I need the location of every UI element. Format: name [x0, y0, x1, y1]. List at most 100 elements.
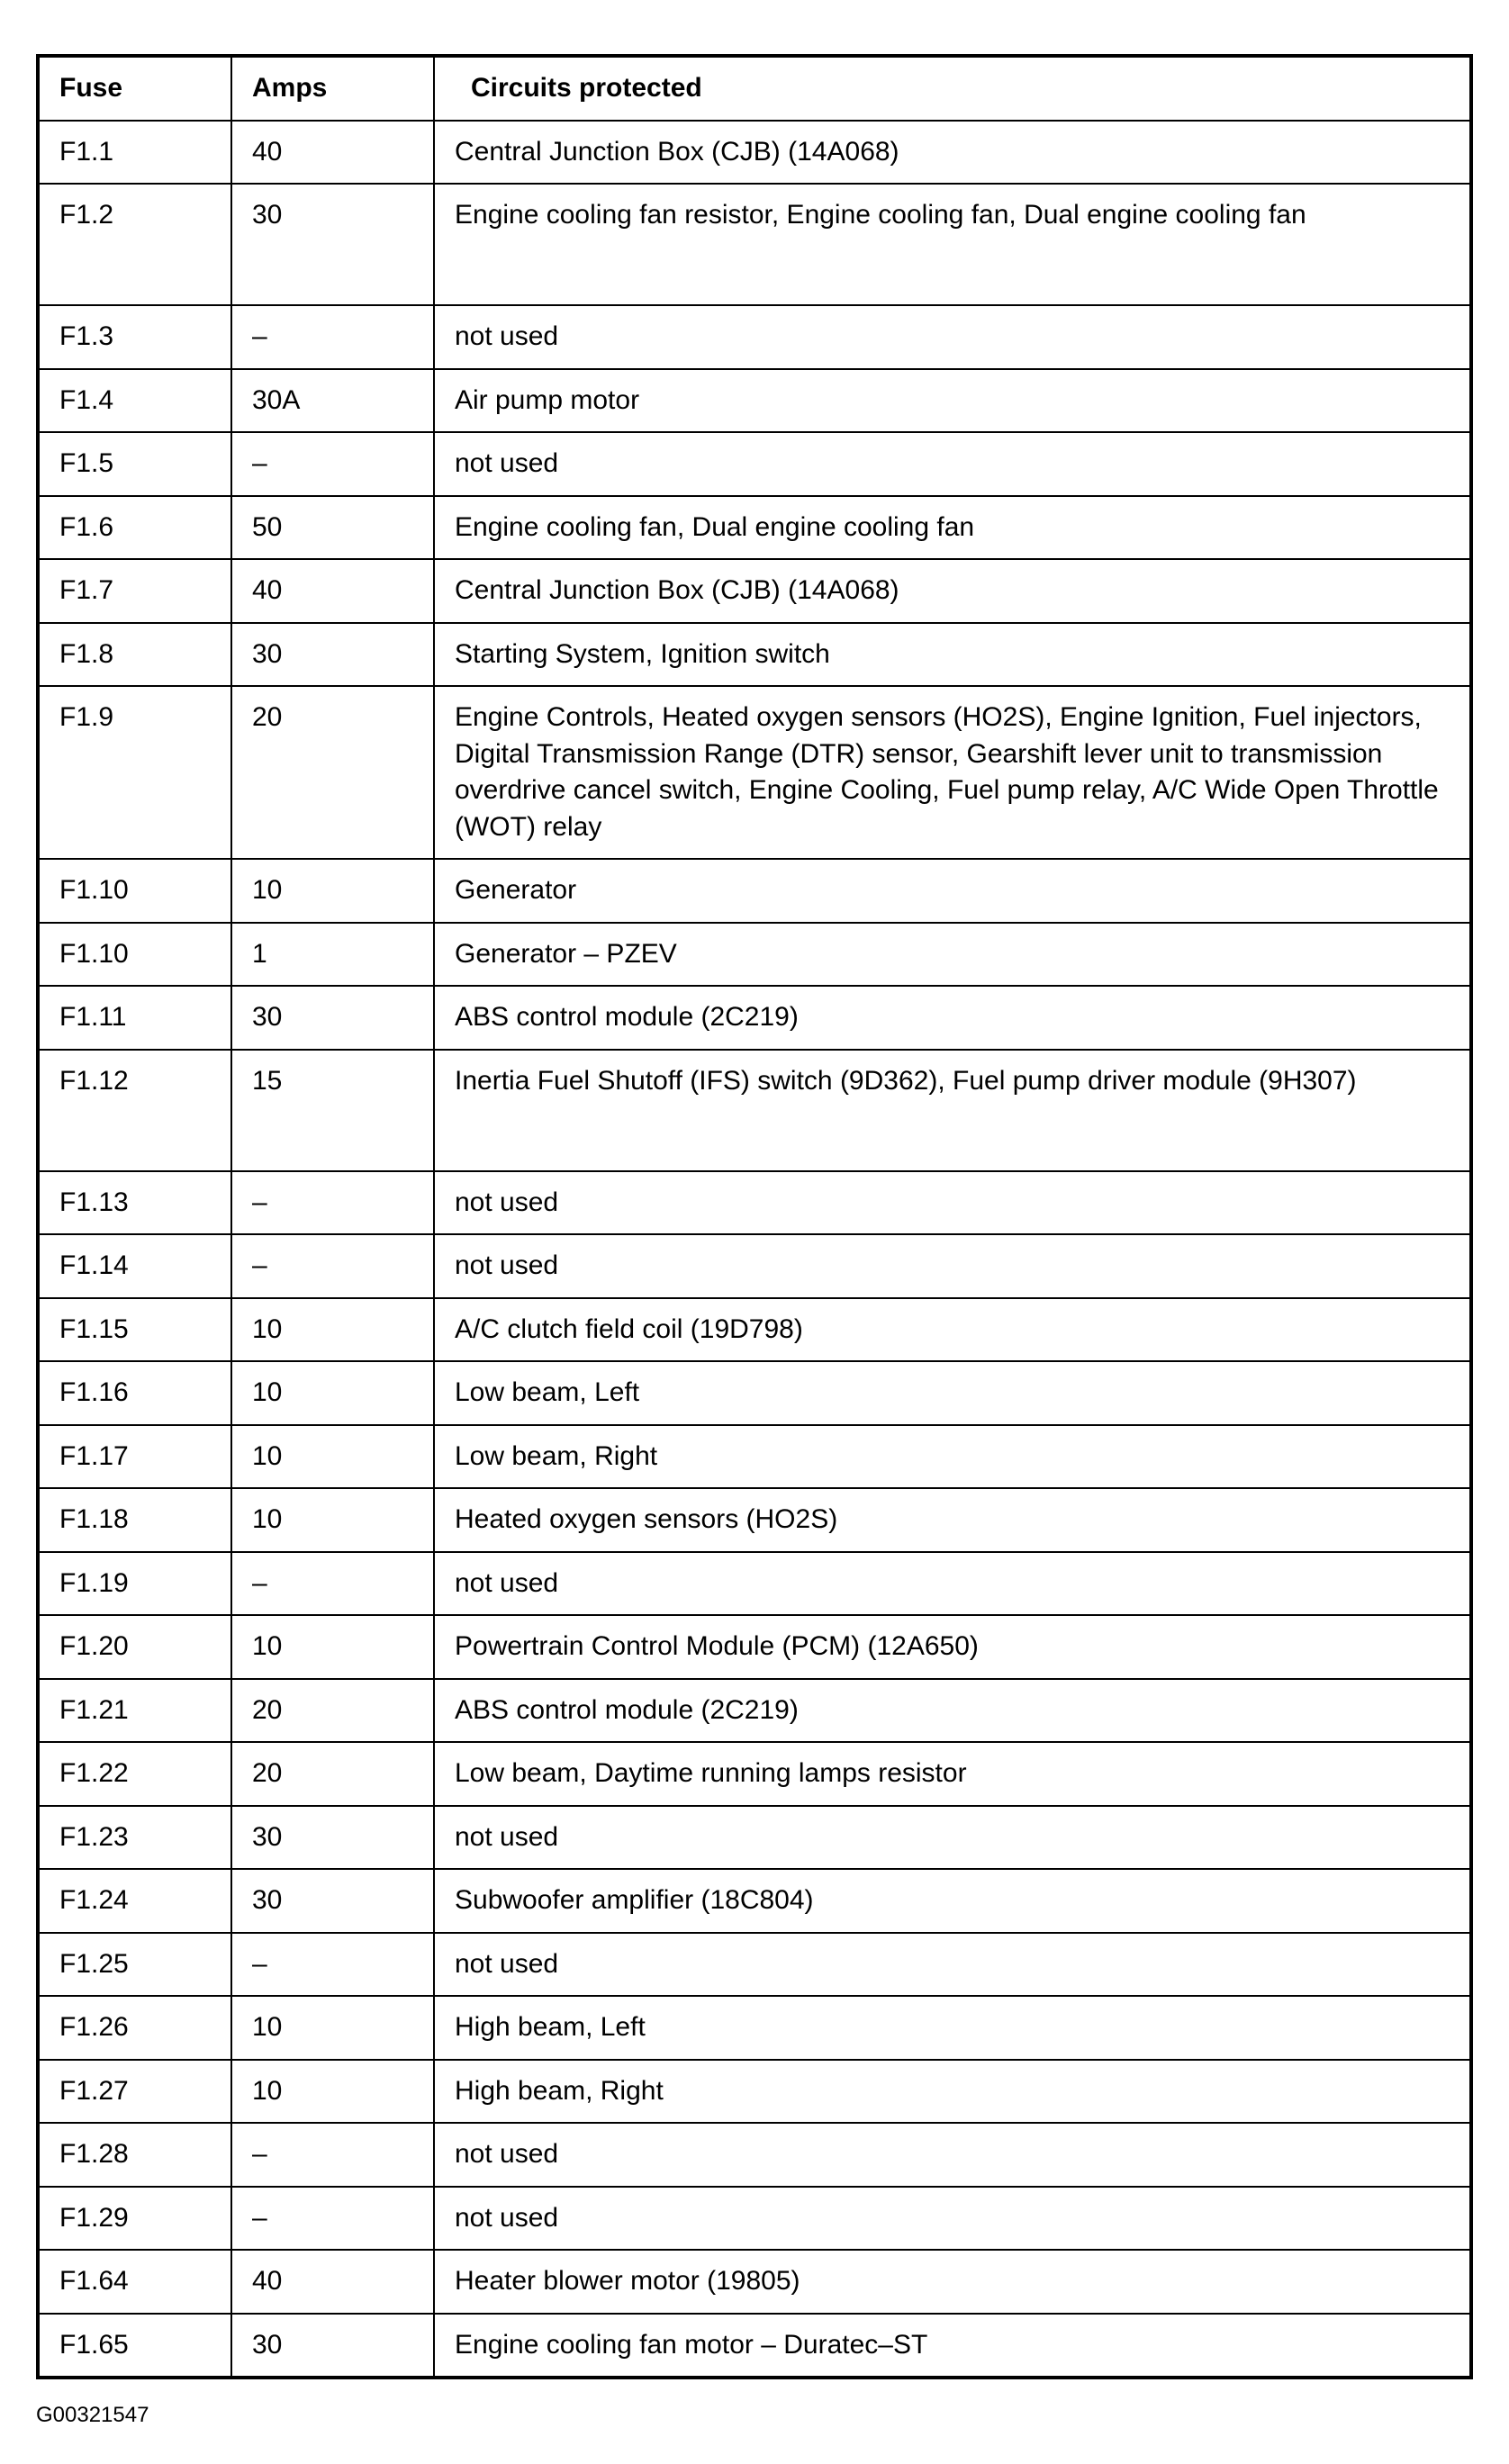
cell-amps: 40 — [231, 2250, 434, 2314]
fuse-table: Fuse Amps Circuits protected F1.140Centr… — [36, 54, 1473, 2379]
table-row: F1.230Engine cooling fan resistor, Engin… — [38, 184, 1471, 305]
cell-fuse: F1.11 — [38, 986, 231, 1050]
cell-fuse: F1.27 — [38, 2060, 231, 2124]
cell-fuse: F1.4 — [38, 369, 231, 433]
table-header-row: Fuse Amps Circuits protected — [38, 56, 1471, 121]
cell-amps: 30A — [231, 369, 434, 433]
cell-fuse: F1.28 — [38, 2123, 231, 2187]
cell-circuits: Starting System, Ignition switch — [434, 623, 1471, 687]
cell-fuse: F1.16 — [38, 1361, 231, 1425]
cell-fuse: F1.17 — [38, 1425, 231, 1489]
header-amps: Amps — [231, 56, 434, 121]
table-row: F1.5–not used — [38, 432, 1471, 496]
cell-circuits: High beam, Right — [434, 2060, 1471, 2124]
table-row: F1.28–not used — [38, 2123, 1471, 2187]
header-fuse: Fuse — [38, 56, 231, 121]
cell-amps: 30 — [231, 986, 434, 1050]
cell-circuits: not used — [434, 1234, 1471, 1298]
table-row: F1.430AAir pump motor — [38, 369, 1471, 433]
table-row: F1.740Central Junction Box (CJB) (14A068… — [38, 559, 1471, 623]
cell-circuits: not used — [434, 305, 1471, 369]
table-row: F1.140Central Junction Box (CJB) (14A068… — [38, 121, 1471, 185]
cell-circuits: Central Junction Box (CJB) (14A068) — [434, 559, 1471, 623]
cell-fuse: F1.20 — [38, 1615, 231, 1679]
cell-amps: 30 — [231, 2314, 434, 2378]
cell-amps: 30 — [231, 184, 434, 305]
cell-circuits: not used — [434, 1171, 1471, 1235]
cell-amps: 40 — [231, 121, 434, 185]
table-row: F1.2610High beam, Left — [38, 1996, 1471, 2060]
cell-fuse: F1.15 — [38, 1298, 231, 1362]
cell-amps: – — [231, 432, 434, 496]
cell-amps: – — [231, 1552, 434, 1616]
table-row: F1.2430Subwoofer amplifier (18C804) — [38, 1869, 1471, 1933]
cell-circuits: Engine cooling fan resistor, Engine cool… — [434, 184, 1471, 305]
table-row: F1.3–not used — [38, 305, 1471, 369]
cell-circuits: Central Junction Box (CJB) (14A068) — [434, 121, 1471, 185]
table-row: F1.2330not used — [38, 1806, 1471, 1870]
cell-amps: 10 — [231, 1488, 434, 1552]
cell-circuits: Low beam, Daytime running lamps resistor — [434, 1742, 1471, 1806]
cell-circuits: Generator — [434, 859, 1471, 923]
cell-circuits: Low beam, Left — [434, 1361, 1471, 1425]
cell-circuits: not used — [434, 432, 1471, 496]
table-row: F1.1710Low beam, Right — [38, 1425, 1471, 1489]
cell-fuse: F1.10 — [38, 859, 231, 923]
cell-circuits: Generator – PZEV — [434, 923, 1471, 987]
cell-circuits: Air pump motor — [434, 369, 1471, 433]
cell-circuits: not used — [434, 1806, 1471, 1870]
cell-circuits: ABS control module (2C219) — [434, 986, 1471, 1050]
table-row: F1.1130ABS control module (2C219) — [38, 986, 1471, 1050]
table-row: F1.2120ABS control module (2C219) — [38, 1679, 1471, 1743]
cell-amps: 10 — [231, 1996, 434, 2060]
cell-amps: 10 — [231, 2060, 434, 2124]
cell-circuits: Subwoofer amplifier (18C804) — [434, 1869, 1471, 1933]
table-row: F1.830Starting System, Ignition switch — [38, 623, 1471, 687]
cell-fuse: F1.29 — [38, 2187, 231, 2251]
cell-amps: 10 — [231, 1615, 434, 1679]
table-row: F1.1010Generator — [38, 859, 1471, 923]
table-row: F1.25–not used — [38, 1933, 1471, 1997]
cell-fuse: F1.5 — [38, 432, 231, 496]
cell-circuits: Low beam, Right — [434, 1425, 1471, 1489]
table-row: F1.1610Low beam, Left — [38, 1361, 1471, 1425]
table-row: F1.13–not used — [38, 1171, 1471, 1235]
cell-amps: 10 — [231, 1298, 434, 1362]
cell-circuits: Heater blower motor (19805) — [434, 2250, 1471, 2314]
table-row: F1.2220Low beam, Daytime running lamps r… — [38, 1742, 1471, 1806]
document-id: G00321547 — [36, 2403, 1473, 2428]
page: Fuse Amps Circuits protected F1.140Centr… — [0, 0, 1509, 2464]
table-row: F1.1215Inertia Fuel Shutoff (IFS) switch… — [38, 1050, 1471, 1171]
table-row: F1.101Generator – PZEV — [38, 923, 1471, 987]
cell-circuits: not used — [434, 1552, 1471, 1616]
cell-circuits: Heated oxygen sensors (HO2S) — [434, 1488, 1471, 1552]
header-circuits: Circuits protected — [434, 56, 1471, 121]
cell-amps: – — [231, 1933, 434, 1997]
table-body: F1.140Central Junction Box (CJB) (14A068… — [38, 121, 1471, 2378]
cell-circuits: A/C clutch field coil (19D798) — [434, 1298, 1471, 1362]
table-row: F1.2710High beam, Right — [38, 2060, 1471, 2124]
table-row: F1.6530Engine cooling fan motor – Durate… — [38, 2314, 1471, 2378]
cell-fuse: F1.64 — [38, 2250, 231, 2314]
cell-circuits: not used — [434, 2187, 1471, 2251]
cell-amps: 20 — [231, 1742, 434, 1806]
cell-amps: 1 — [231, 923, 434, 987]
cell-fuse: F1.8 — [38, 623, 231, 687]
cell-circuits: Inertia Fuel Shutoff (IFS) switch (9D362… — [434, 1050, 1471, 1171]
table-row: F1.2010Powertrain Control Module (PCM) (… — [38, 1615, 1471, 1679]
cell-fuse: F1.2 — [38, 184, 231, 305]
cell-amps: 30 — [231, 623, 434, 687]
cell-amps: – — [231, 2187, 434, 2251]
cell-fuse: F1.14 — [38, 1234, 231, 1298]
cell-amps: 40 — [231, 559, 434, 623]
cell-circuits: High beam, Left — [434, 1996, 1471, 2060]
cell-fuse: F1.21 — [38, 1679, 231, 1743]
cell-circuits: Powertrain Control Module (PCM) (12A650) — [434, 1615, 1471, 1679]
cell-amps: 20 — [231, 1679, 434, 1743]
table-row: F1.1510A/C clutch field coil (19D798) — [38, 1298, 1471, 1362]
cell-amps: 10 — [231, 1361, 434, 1425]
table-row: F1.650Engine cooling fan, Dual engine co… — [38, 496, 1471, 560]
cell-fuse: F1.19 — [38, 1552, 231, 1616]
cell-amps: – — [231, 2123, 434, 2187]
cell-fuse: F1.13 — [38, 1171, 231, 1235]
